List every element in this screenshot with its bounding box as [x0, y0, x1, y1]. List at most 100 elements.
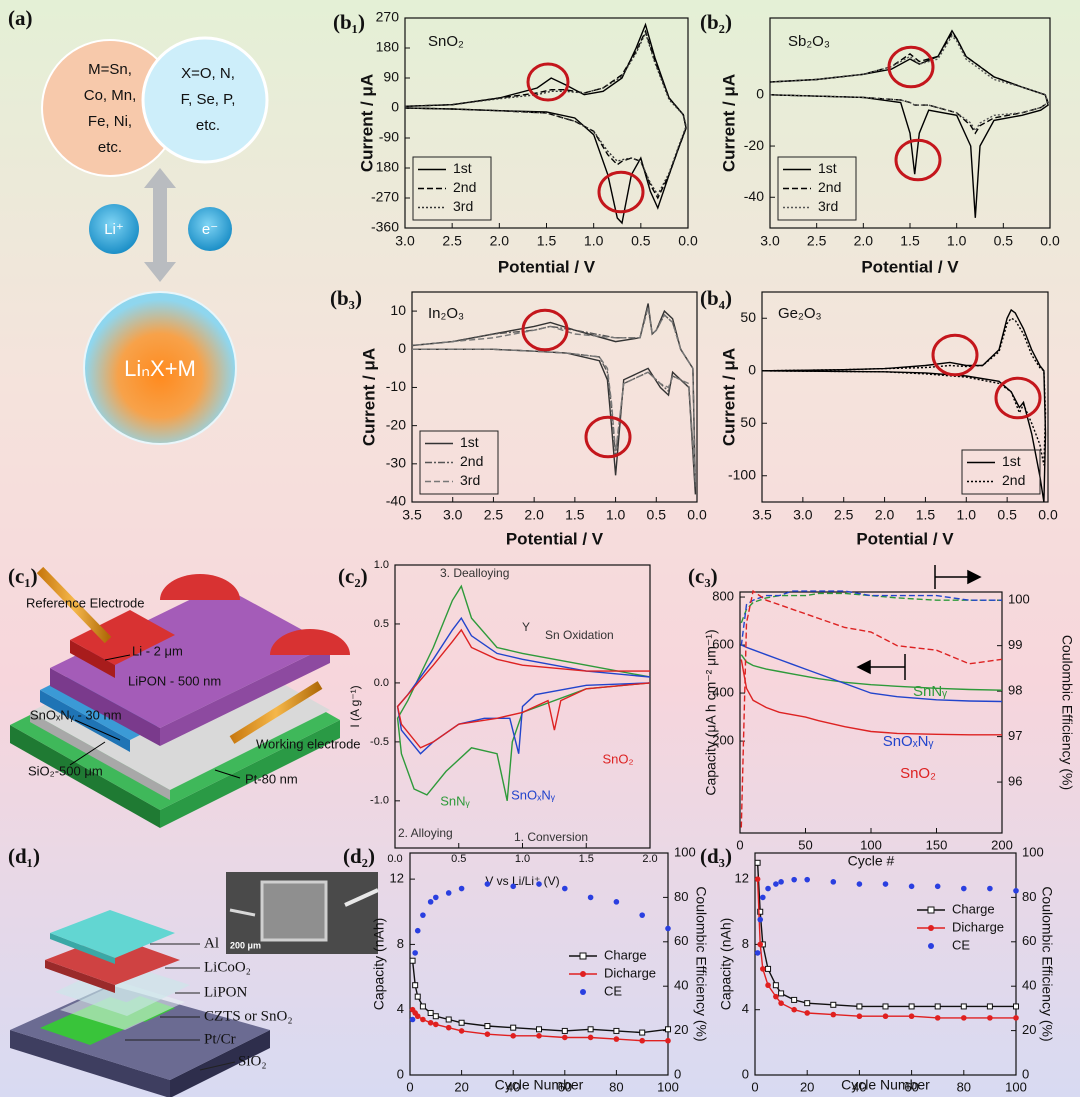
- y-tick-label: 10: [390, 302, 406, 318]
- layer: [170, 1030, 270, 1097]
- marker: [757, 908, 764, 915]
- x-tick-label: 0.5: [994, 233, 1014, 249]
- marker: [765, 965, 772, 972]
- marker: [420, 912, 426, 918]
- layer: [30, 712, 170, 800]
- marker: [445, 890, 452, 896]
- x-tick-label: 100: [657, 1079, 679, 1094]
- annotation: Y: [522, 620, 530, 634]
- y-axis-label: I (A g⁻¹): [348, 685, 362, 727]
- marker: [1013, 887, 1019, 894]
- plot-frame: [754, 852, 1017, 1076]
- x-tick-label: 20: [454, 1079, 468, 1094]
- x-tick-label: 1.0: [515, 853, 530, 865]
- x-tick-label: 1.5: [579, 853, 594, 865]
- anion-text: F, Se, P,: [181, 91, 236, 108]
- layer: [45, 960, 115, 993]
- y-tick-label: 8: [397, 936, 404, 951]
- series-line: [756, 879, 1016, 1019]
- y-tick-label: 0: [398, 340, 406, 356]
- series-line: [411, 307, 697, 487]
- highlight-circle: [894, 138, 942, 182]
- metal-text: etc.: [98, 139, 122, 156]
- series-label: SnOₓNᵧ: [883, 733, 934, 750]
- marker: [987, 1015, 993, 1021]
- legend-label: 3rd: [460, 472, 480, 488]
- marker: [414, 927, 421, 934]
- x-tick-label: 40: [852, 1079, 866, 1094]
- y-tick-label: 4: [742, 1001, 749, 1016]
- y2-tick-label: 40: [1022, 978, 1036, 993]
- y-tick-label: 12: [735, 871, 749, 886]
- metal-text: Fe, Ni,: [88, 113, 132, 130]
- marker: [484, 1023, 491, 1030]
- anion-circle: [141, 36, 269, 164]
- y-tick-label: -10: [386, 378, 406, 394]
- marker: [427, 1009, 434, 1016]
- x-tick-label: 1.0: [584, 233, 604, 249]
- highlight-circle: [584, 415, 632, 459]
- x-tick-label: 50: [798, 837, 812, 852]
- x-tick-label: 0: [736, 837, 743, 852]
- marker: [765, 982, 771, 989]
- marker: [412, 982, 419, 989]
- x-tick-label: 1.5: [537, 233, 557, 249]
- marker: [961, 1015, 967, 1021]
- highlight-circle: [931, 333, 979, 377]
- marker: [804, 876, 810, 883]
- highlight-circle: [994, 376, 1042, 420]
- chart: (d₂) Cycle Number Capacity (nAh) Coulombic …: [343, 844, 709, 1095]
- legend-frame: [419, 430, 499, 495]
- series-line: [396, 628, 651, 749]
- marker: [987, 885, 993, 892]
- series-line: [396, 616, 651, 755]
- anion-text: X=O, N,: [181, 65, 235, 82]
- marker: [412, 950, 418, 956]
- y-tick-label: 0: [391, 99, 399, 115]
- y2-tick-label: 99: [1008, 637, 1022, 652]
- layer-label: SiO₂: [238, 1053, 267, 1069]
- plot-frame: [409, 852, 669, 1076]
- x-axis-label: Potential / V: [506, 529, 604, 548]
- legend-label: 1st: [453, 160, 472, 176]
- layer-label: Al: [204, 935, 219, 951]
- label: LiPON - 500 nm: [128, 673, 221, 688]
- legend-label: 2nd: [1002, 472, 1025, 488]
- marker: [934, 883, 941, 890]
- panel-label: (c₁): [8, 564, 38, 588]
- legend-frame: [777, 156, 857, 221]
- series-line: [740, 590, 1002, 646]
- marker: [778, 879, 784, 885]
- product-circle: [83, 291, 237, 445]
- marker: [1013, 1003, 1019, 1010]
- x-tick-label: 0.0: [1040, 233, 1060, 249]
- y-axis-label: Capacity (nAh): [718, 918, 734, 1011]
- marker: [458, 885, 465, 892]
- x-tick-label: 3.0: [443, 507, 463, 523]
- legend-label: Dicharge: [952, 919, 1004, 934]
- series-line: [769, 34, 1049, 133]
- legend-marker: [579, 952, 587, 960]
- highlight-circle: [521, 308, 569, 352]
- marker: [778, 1000, 784, 1006]
- label: SnOₓNᵧ - 30 nm: [30, 707, 122, 722]
- marker: [613, 1036, 620, 1042]
- x-tick-label: 1.0: [606, 507, 626, 523]
- layer-label: LiPON: [204, 984, 248, 1000]
- legend-label: 1st: [818, 160, 837, 176]
- marker: [760, 966, 766, 972]
- inset-probe: [229, 908, 256, 917]
- marker: [536, 1033, 542, 1039]
- y-tick-label: 180: [376, 159, 400, 175]
- plot-title: Ge₂O₃: [778, 305, 822, 322]
- series-line: [756, 862, 1016, 1008]
- leader: [214, 769, 241, 779]
- y-tick-label: 90: [383, 69, 399, 85]
- annotation: Sn Oxidation: [545, 628, 614, 642]
- highlight-circle: [887, 45, 935, 89]
- marker: [765, 885, 771, 892]
- legend-frame: [961, 449, 1041, 495]
- y-tick-label: 0: [756, 86, 764, 102]
- leader: [69, 741, 106, 766]
- panel-label: (b₄): [700, 286, 732, 310]
